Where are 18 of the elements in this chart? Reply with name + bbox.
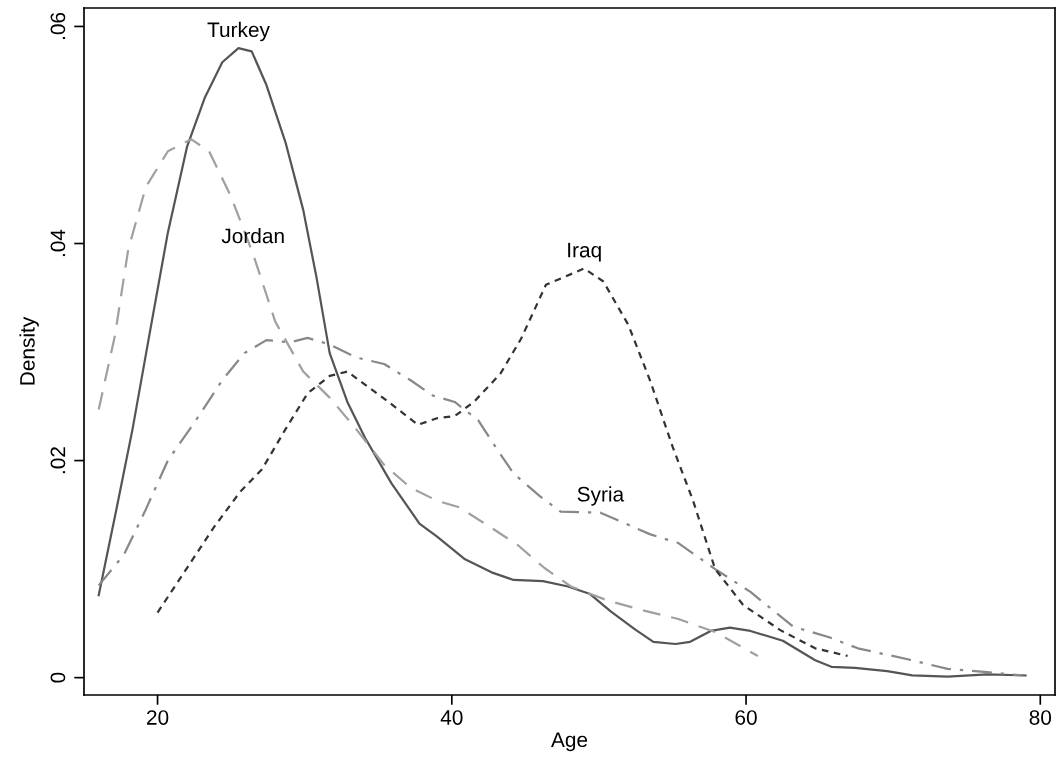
annotation: Turkey	[207, 21, 270, 42]
x-tick-label: 20	[147, 710, 169, 725]
annotation: Jordan	[221, 228, 284, 244]
x-axis-title: Age	[551, 732, 588, 752]
line-series	[97, 336, 1024, 677]
y-tick-label: .02	[50, 447, 66, 474]
x-tick-label: 80	[1029, 710, 1052, 725]
annotation: Iraq	[568, 242, 601, 262]
y-tick-label: .06	[50, 12, 66, 40]
x-tick-label: 60	[735, 710, 757, 725]
annotation: Syria	[577, 486, 625, 506]
line-series	[97, 138, 759, 658]
y-tick-label: .04	[50, 229, 66, 257]
line-series	[97, 47, 1027, 678]
x-tick-label: 40	[440, 710, 463, 725]
y-tick-label: 0	[50, 672, 66, 683]
y-axis-title: Density	[19, 316, 39, 385]
line-series	[156, 267, 849, 658]
